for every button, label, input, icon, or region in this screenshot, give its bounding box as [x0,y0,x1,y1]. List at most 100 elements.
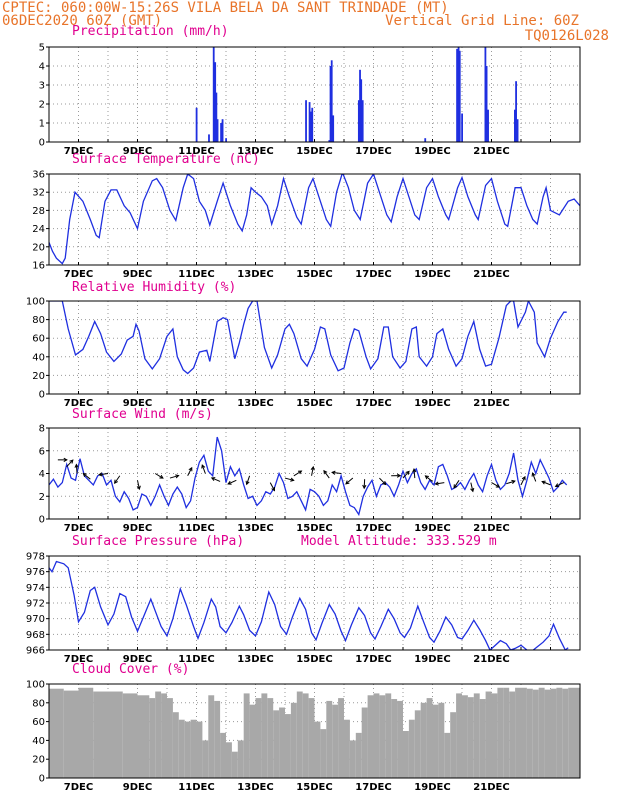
precip-bar [328,140,331,142]
cloud-bar [220,732,226,778]
y-tick-label: 20 [32,242,45,253]
wind-arrow-shaft [435,482,445,485]
y-tick-label: 16 [32,261,45,272]
x-tick-label: 21DEC [473,398,509,409]
cloud-bar [237,740,244,778]
cloud-bar [137,695,150,778]
wind-arrow-shaft [201,464,206,474]
y-tick-label: 40 [32,352,45,363]
wind-arrow-head [424,475,429,480]
precip-bar [357,100,360,142]
x-tick-label: 7DEC [64,398,93,409]
wind-arrow-shaft [520,476,526,486]
cloud-bar [184,721,191,778]
wind-arrow [210,477,221,482]
wind-arrow-head [63,457,68,462]
wind-arrow [412,468,417,479]
y-tick-label: 2 [39,100,45,111]
cloud-bar [538,687,545,778]
cloud-bar [373,693,380,778]
wind-arrow [57,457,68,462]
precip-bar [485,66,488,142]
wind-arrow-shaft [211,477,221,482]
panel-frame [48,173,581,266]
wind-arrow-shaft [413,469,416,479]
precip-bar [329,66,332,142]
wind-arrow [402,470,410,479]
cloud-bar [391,699,398,778]
wind-arrow-head [69,459,74,464]
y-tick-label: 60 [32,334,45,345]
cloud-bar [544,689,551,778]
cloud-bar [108,691,123,778]
cloud-bar [320,729,327,778]
y-tick-label: 20 [32,371,45,382]
cloud-bar [562,688,569,778]
wind-arrow-shaft [491,482,500,488]
cloud-bar [178,719,185,778]
cloud-bar [491,693,498,778]
wind-arrow-shaft [402,471,410,479]
wind-arrow-head [201,464,206,469]
precip-bar [484,47,487,142]
wind-arrow-head [323,469,328,475]
panels: Precipitation (mm/h) 0 1 2 3 4 5 7DEC 9DEC 11DEC 1… [26,24,581,793]
x-tick-label: 15DEC [296,269,332,280]
y-tick-label: 972 [26,599,45,610]
panel-rh: Relative Humidity (%) 0 20 40 60 80 100 7DEC 9DE… [26,280,581,409]
wind-arrow-head [362,484,367,490]
cloud-bar [190,719,197,778]
wind-arrow [284,477,295,482]
wind-arrow-shaft [470,482,474,492]
wind-arrow-shaft [75,464,78,474]
wind-arrow [310,465,315,476]
precip-bar [461,113,463,142]
precip-bar [359,69,361,142]
wind-arrow [269,482,276,492]
wind-arrow-head [331,470,336,475]
x-tick-label: 9DEC [123,782,152,793]
precip-bar [515,81,517,142]
x-tick-label: 7DEC [64,146,93,157]
cloud-bar [397,700,403,778]
cloud-bar [367,695,374,778]
cloud-bar [450,712,457,778]
x-tick-label: 13DEC [237,654,273,665]
precip-bar [311,107,314,142]
panel-wind: Surface Wind (m/s) 0 2 4 6 8 7DEC 9DEC 11DEC 13DE… [39,407,581,534]
cloud-bar [214,700,221,778]
cloud-bar [420,702,427,778]
cloud-bar [302,693,309,778]
cloud-bar [444,732,451,778]
x-tick-label: 17DEC [355,654,391,665]
x-tick-label: 11DEC [178,146,214,157]
panel-title-pressure: Surface Pressure (hPa) [72,534,244,549]
x-tick-label: 19DEC [414,523,450,534]
wind-arrow-shaft [99,473,109,476]
precip-bar [215,92,218,142]
cloud-bar [479,699,486,778]
x-tick-label: 19DEC [414,146,450,157]
y-tick-label: 100 [26,297,45,308]
precip-bar [214,62,217,142]
precip-bar [332,115,335,142]
wind-arrow [323,469,330,479]
precip-bar [457,47,460,142]
cloud-bar [231,751,238,778]
y-tick-label: 974 [26,583,45,594]
cloud-bar [290,702,297,778]
x-tick-label: 17DEC [355,782,391,793]
precip-bar [221,119,224,142]
x-tick-label: 17DEC [355,398,391,409]
wind-arrow-head [136,485,141,491]
y-tick-label: 40 [32,736,45,747]
cloud-bar [408,719,415,778]
wind-arrow [245,475,251,486]
y-tick-label: 978 [26,552,45,563]
y-tick-label: 28 [32,206,45,217]
cloud-bar [438,702,445,778]
series-line-temp [49,174,580,265]
x-tick-label: 9DEC [123,269,152,280]
y-tick-label: 80 [32,698,45,709]
wind-arrow [491,482,501,488]
